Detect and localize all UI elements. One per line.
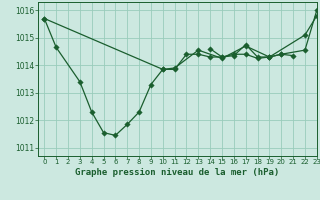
X-axis label: Graphe pression niveau de la mer (hPa): Graphe pression niveau de la mer (hPa) [76, 168, 280, 177]
